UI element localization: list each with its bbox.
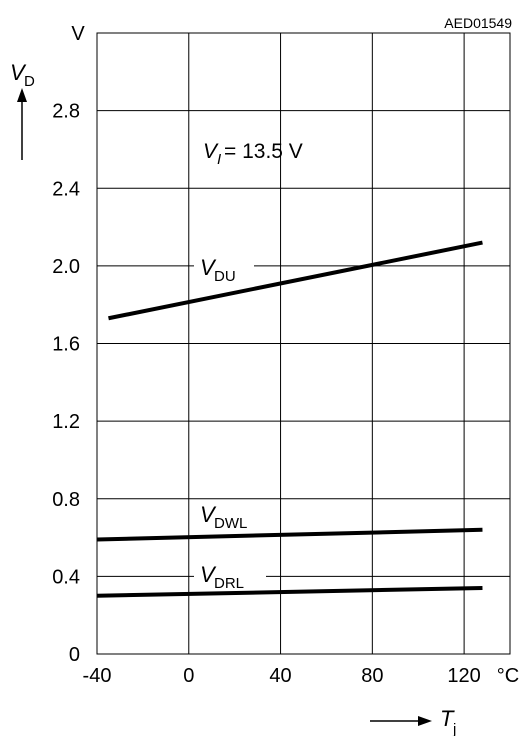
x-tick-label: 0 — [183, 665, 194, 687]
svg-text:DRL: DRL — [214, 575, 244, 592]
y-axis-symbol-sub: D — [24, 73, 35, 90]
series-line-vdu — [108, 240, 483, 321]
y-tick-labels: 0 0.4 0.8 1.2 1.6 2.0 2.4 2.8 — [52, 101, 80, 666]
y-tick-label: 1.2 — [52, 411, 80, 433]
x-tick-label: -40 — [83, 665, 112, 687]
svg-text:DWL: DWL — [214, 515, 247, 532]
y-axis-arrow — [17, 88, 27, 160]
series-label-vdrl: V DRL — [194, 562, 266, 592]
x-tick-labels: -40 0 40 80 120 — [83, 665, 481, 687]
svg-text:V: V — [200, 502, 217, 527]
svg-text:I: I — [217, 151, 221, 168]
condition-label: V I = 13.5 V — [203, 140, 303, 168]
x-axis-symbol-sub: j — [452, 721, 456, 736]
y-axis-unit: V — [71, 23, 85, 45]
x-axis-arrow — [370, 716, 432, 726]
y-tick-label: 0 — [69, 644, 80, 666]
y-axis-symbol: V — [10, 60, 27, 85]
x-tick-label: 120 — [447, 665, 480, 687]
y-tick-label: 0.8 — [52, 489, 80, 511]
y-tick-label: 2.0 — [52, 256, 80, 278]
x-tick-label: 80 — [361, 665, 383, 687]
svg-text:= 13.5 V: = 13.5 V — [224, 140, 303, 163]
svg-text:V: V — [203, 140, 219, 163]
series-line-vdrl — [96, 586, 483, 598]
series-label-vdwl: V DWL — [194, 502, 266, 532]
y-tick-label: 2.4 — [52, 178, 80, 200]
x-tick-label: 40 — [269, 665, 291, 687]
x-axis-unit: °C — [497, 665, 519, 687]
svg-text:DU: DU — [214, 268, 236, 285]
y-tick-label: 2.8 — [52, 101, 80, 123]
series-label-vdu: V DU — [194, 255, 254, 285]
svg-text:V: V — [200, 255, 217, 280]
series-line-vdwl — [96, 527, 483, 542]
y-tick-label: 1.6 — [52, 334, 80, 356]
y-tick-label: 0.4 — [52, 566, 80, 588]
svg-text:V: V — [200, 562, 217, 587]
grid — [96, 32, 511, 655]
figure-code: AED01549 — [444, 15, 512, 31]
series-lines — [96, 240, 483, 598]
x-axis-symbol: T — [440, 706, 455, 731]
